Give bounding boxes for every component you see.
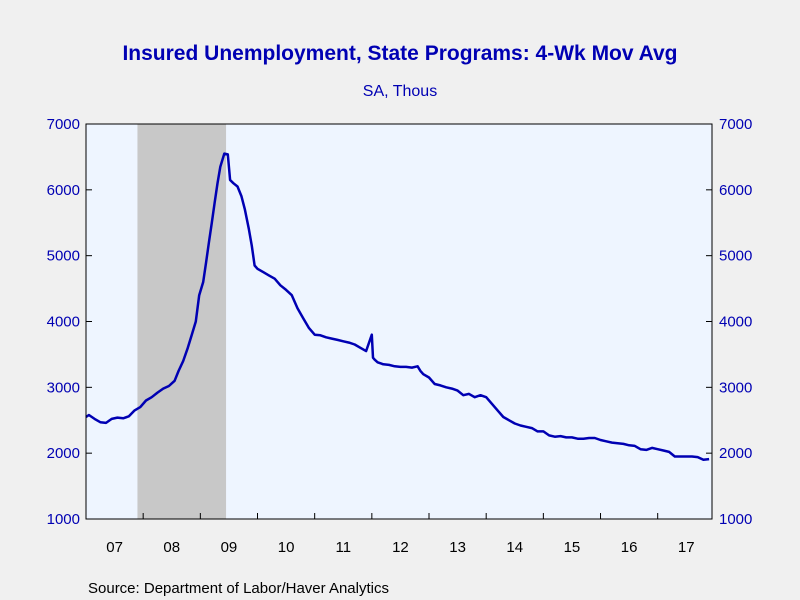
x-tick-label: 14 bbox=[506, 539, 523, 556]
y-tick-label-right: 3000 bbox=[719, 379, 752, 396]
x-tick-label: 15 bbox=[564, 539, 581, 556]
y-tick-label-right: 5000 bbox=[719, 248, 752, 265]
y-tick-label-left: 7000 bbox=[47, 116, 80, 133]
y-tick-label-right: 4000 bbox=[719, 314, 752, 331]
y-axis-right: 1000 2000 3000 4000 5000 6000 7000 bbox=[706, 116, 752, 528]
source-note: Source: Department of Labor/Haver Analyt… bbox=[88, 580, 389, 597]
y-tick-label-left: 4000 bbox=[47, 314, 80, 331]
y-tick-label-left: 3000 bbox=[47, 379, 80, 396]
x-tick-label: 13 bbox=[449, 539, 466, 556]
y-tick-label-left: 2000 bbox=[47, 445, 80, 462]
x-tick-label: 10 bbox=[278, 539, 295, 556]
y-tick-label-right: 7000 bbox=[719, 116, 752, 133]
y-tick-label-left: 1000 bbox=[47, 511, 80, 528]
y-tick-label-right: 1000 bbox=[719, 511, 752, 528]
x-tick-label: 12 bbox=[392, 539, 409, 556]
y-tick-label-left: 5000 bbox=[47, 248, 80, 265]
recession-shading bbox=[137, 124, 227, 519]
y-tick-label-left: 6000 bbox=[47, 182, 80, 199]
x-tick-label: 09 bbox=[221, 539, 238, 556]
y-tick-label-right: 2000 bbox=[719, 445, 752, 462]
x-tick-label: 08 bbox=[163, 539, 180, 556]
x-tick-label: 16 bbox=[621, 539, 638, 556]
series-line bbox=[85, 152, 710, 462]
x-tick-label: 11 bbox=[335, 539, 351, 556]
y-axis-left: 1000 2000 3000 4000 5000 6000 7000 bbox=[47, 116, 92, 528]
chart-title: Insured Unemployment, State Programs: 4-… bbox=[122, 42, 677, 65]
x-tick-label: 17 bbox=[678, 539, 695, 556]
x-tick-label: 07 bbox=[106, 539, 123, 556]
y-tick-label-right: 6000 bbox=[719, 182, 752, 199]
plot-frame bbox=[85, 123, 713, 520]
x-axis: 07 08 09 10 11 12 13 14 15 16 17 bbox=[85, 513, 713, 556]
chart-subtitle: SA, Thous bbox=[363, 83, 437, 100]
